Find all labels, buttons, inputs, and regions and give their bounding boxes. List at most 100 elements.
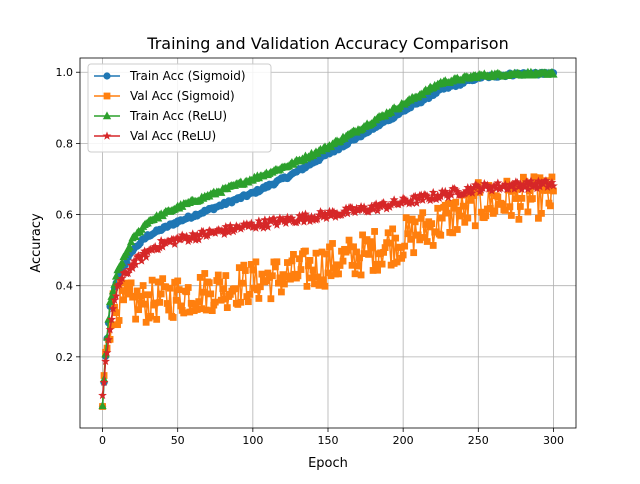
data-point (230, 225, 240, 234)
data-point (196, 273, 204, 281)
data-point (234, 222, 244, 231)
data-point (383, 201, 393, 210)
x-tick-label: 200 (393, 434, 414, 447)
series-train-acc-relu (98, 67, 558, 410)
data-point (321, 282, 329, 290)
data-point (429, 242, 437, 249)
data-point (111, 291, 121, 300)
data-point (144, 291, 152, 299)
data-point (166, 284, 174, 292)
data-point (180, 309, 188, 317)
data-point (102, 348, 112, 357)
y-tick-label: 0.2 (56, 351, 74, 364)
data-point (412, 198, 422, 207)
data-point (246, 291, 254, 298)
data-point (336, 262, 344, 269)
data-point (117, 273, 127, 283)
data-point (490, 181, 500, 190)
data-point (523, 184, 533, 193)
data-point (235, 264, 243, 272)
data-point (134, 251, 143, 260)
data-point (204, 225, 214, 235)
data-point (193, 306, 201, 313)
data-point (314, 273, 321, 281)
data-point (297, 266, 305, 273)
data-point (130, 292, 138, 300)
data-point (296, 214, 306, 224)
data-point (98, 401, 107, 410)
data-point (361, 205, 370, 215)
data-point (315, 281, 323, 289)
data-point (177, 302, 185, 310)
data-point (455, 206, 463, 214)
data-point (487, 186, 497, 195)
data-point (352, 203, 361, 213)
data-point (107, 314, 116, 324)
data-point (320, 276, 327, 284)
data-point (322, 213, 331, 223)
data-point (287, 275, 294, 283)
data-point (485, 183, 495, 193)
data-point (535, 182, 545, 191)
legend-box (87, 63, 272, 153)
data-point (128, 263, 137, 272)
data-point (174, 277, 182, 285)
data-point (389, 195, 399, 204)
data-point (98, 390, 107, 400)
data-point (459, 202, 467, 210)
data-point (416, 190, 426, 199)
data-point (241, 267, 249, 274)
data-point (479, 179, 489, 188)
data-point (155, 243, 165, 252)
data-point (158, 242, 168, 251)
data-point (400, 194, 410, 204)
data-point (491, 207, 499, 215)
data-point (407, 235, 415, 243)
data-point (162, 283, 170, 291)
data-point (231, 221, 241, 230)
data-point (186, 233, 196, 242)
data-point (323, 250, 330, 258)
data-point (452, 186, 462, 196)
data-point (268, 272, 276, 280)
data-point (299, 217, 309, 226)
legend-label: Train Acc (ReLU) (129, 109, 227, 123)
data-point (359, 231, 366, 239)
data-point (238, 279, 246, 287)
data-point (477, 208, 485, 216)
data-point (108, 286, 118, 295)
data-point (127, 279, 135, 287)
data-point (205, 279, 213, 287)
data-point (111, 271, 121, 280)
data-point (411, 218, 419, 226)
data-point (142, 318, 150, 326)
data-point (312, 249, 320, 257)
data-point (494, 193, 502, 201)
data-point (165, 306, 173, 314)
data-point (372, 260, 380, 268)
data-point (423, 238, 431, 245)
data-point (258, 223, 268, 232)
data-point (203, 230, 213, 239)
data-point (135, 252, 145, 262)
data-point (281, 218, 291, 227)
y-axis-label: Accuracy (29, 213, 44, 273)
data-point (125, 264, 134, 274)
data-point (335, 270, 342, 278)
data-point (220, 295, 228, 303)
data-point (417, 214, 425, 222)
legend-item: Train Acc (ReLU) (94, 109, 227, 123)
data-point (348, 261, 356, 269)
data-point (179, 232, 189, 241)
data-point (305, 216, 315, 226)
data-point (240, 261, 248, 269)
data-point (172, 296, 180, 304)
data-point (216, 278, 224, 286)
data-point (450, 204, 458, 212)
data-point (177, 230, 187, 239)
y-tick-label: 0.8 (56, 137, 74, 150)
data-point (169, 314, 177, 321)
x-tick-label: 100 (242, 434, 263, 447)
data-point (133, 287, 141, 295)
